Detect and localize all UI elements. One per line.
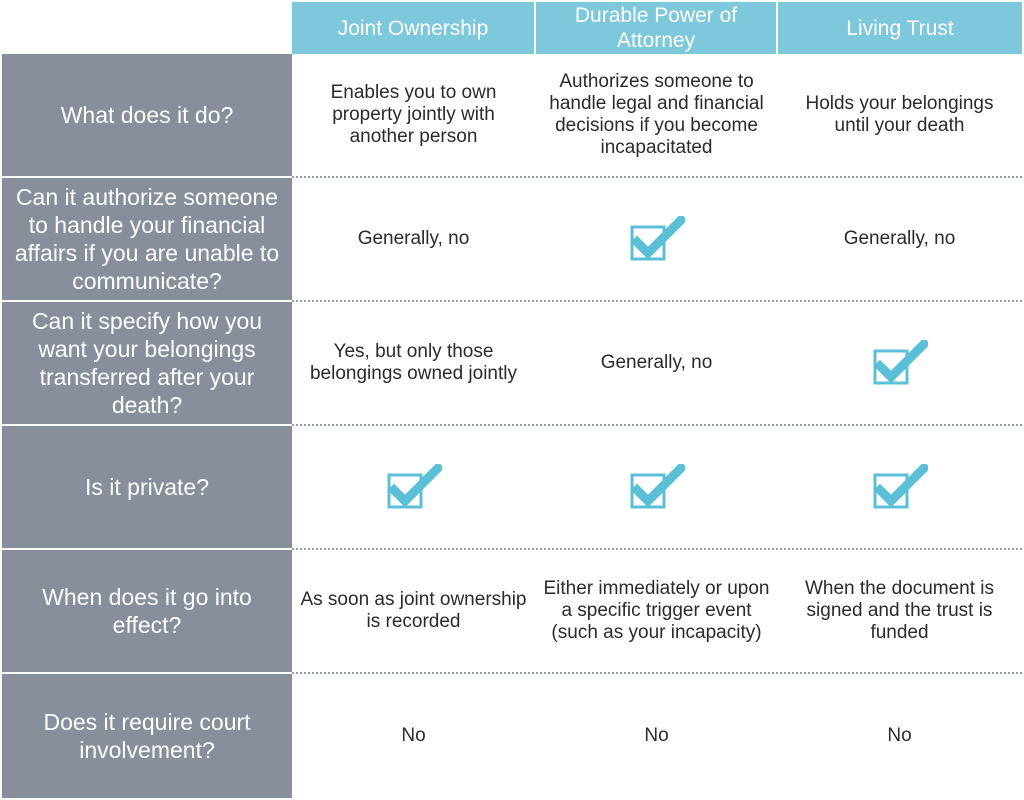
column-header-joint-ownership: Joint Ownership — [292, 2, 534, 54]
cell-living-trust: When the document is signed and the trus… — [804, 578, 995, 643]
table-header: Joint Ownership Durable Power of Attorne… — [292, 2, 1022, 54]
cell-durable-power-of-attorney: Either immediately or upon a specific tr… — [543, 578, 770, 643]
checkbox-checked-icon — [630, 464, 685, 509]
cell-living-trust — [778, 426, 1021, 548]
cell-living-trust: No — [887, 725, 912, 746]
cell-durable-power-of-attorney: Generally, no — [600, 352, 713, 373]
cell-joint-ownership: As soon as joint ownership is recorded — [300, 589, 527, 632]
row-cells: Yes, but only those belongings owned joi… — [292, 302, 1022, 426]
row-question: Is it private? — [2, 426, 292, 550]
row-question: What does it do? — [2, 54, 292, 178]
row-cells: Enables you to own property jointly with… — [292, 54, 1022, 178]
row-question: Can it specify how you want your belongi… — [2, 302, 292, 426]
checkbox-checked-icon — [873, 340, 928, 385]
table-row: Can it authorize someone to handle your … — [2, 178, 1022, 302]
table-row: Does it require court involvement? No No No — [2, 674, 1022, 798]
table-row: What does it do? Enables you to own prope… — [2, 54, 1022, 178]
table-row: Can it specify how you want your belongi… — [2, 302, 1022, 426]
table-row: Is it private? — [2, 426, 1022, 550]
cell-durable-power-of-attorney — [535, 178, 778, 300]
checkbox-checked-icon — [630, 216, 685, 261]
cell-living-trust: Generally, no — [843, 228, 956, 249]
row-cells: As soon as joint ownership is recorded Ei… — [292, 550, 1022, 674]
checkbox-checked-icon — [873, 464, 928, 509]
column-header-living-trust: Living Trust — [776, 2, 1022, 54]
cell-joint-ownership: No — [401, 725, 426, 746]
cell-durable-power-of-attorney: No — [644, 725, 669, 746]
row-cells: No No No — [292, 674, 1022, 798]
table-row: When does it go into effect? As soon as j… — [2, 550, 1022, 674]
cell-joint-ownership: Yes, but only those belongings owned joi… — [309, 341, 518, 384]
cell-joint-ownership: Generally, no — [357, 228, 470, 249]
cell-living-trust — [778, 302, 1021, 424]
checkbox-checked-icon — [387, 464, 442, 509]
cell-joint-ownership: Enables you to own property jointly with… — [330, 82, 497, 147]
row-question: When does it go into effect? — [2, 550, 292, 674]
cell-durable-power-of-attorney: Authorizes someone to handle legal and f… — [549, 71, 764, 158]
row-cells — [292, 426, 1022, 550]
cell-joint-ownership — [292, 426, 535, 548]
comparison-table: What does it do? Enables you to own prope… — [2, 54, 1022, 798]
row-question: Can it authorize someone to handle your … — [2, 178, 292, 302]
cell-living-trust: Holds your belongings until your death — [805, 93, 994, 136]
column-header-durable-power-of-attorney: Durable Power of Attorney — [534, 2, 776, 54]
row-question: Does it require court involvement? — [2, 674, 292, 798]
row-cells: Generally, no Generally, no — [292, 178, 1022, 302]
cell-durable-power-of-attorney — [535, 426, 778, 548]
